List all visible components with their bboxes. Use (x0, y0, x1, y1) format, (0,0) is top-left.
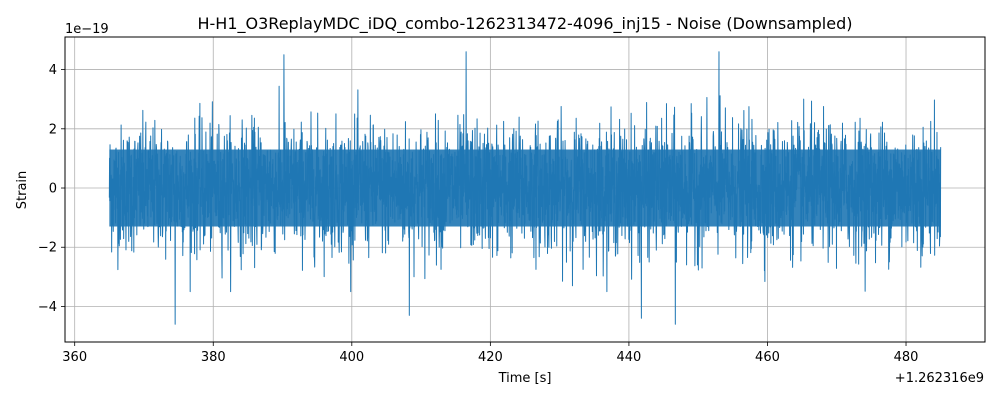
y-tick-label: −2 (38, 241, 57, 256)
x-tick-label: 480 (894, 350, 919, 365)
y-tick-label: 0 (49, 182, 57, 197)
x-tick-label: 400 (339, 350, 364, 365)
x-tick-label: 460 (755, 350, 780, 365)
x-tick-label: 420 (478, 350, 503, 365)
x-offset-label: +1.262316e9 (895, 371, 984, 386)
x-tick-label: 440 (617, 350, 642, 365)
x-axis-label: Time [s] (498, 371, 552, 386)
x-tick-label: 380 (201, 350, 226, 365)
y-tick-label: −4 (38, 300, 57, 315)
y-tick-label: 4 (49, 63, 57, 78)
noise-dense-band (109, 149, 941, 227)
signal-layer (108, 51, 942, 325)
y-scale-label: 1e−19 (65, 22, 109, 37)
plot-frame (64, 36, 986, 343)
y-axis-label: Strain (15, 171, 30, 210)
x-tick-label: 360 (62, 350, 87, 365)
chart-title: H-H1_O3ReplayMDC_iDQ_combo-1262313472-40… (198, 14, 853, 34)
axis-ticks: 360 380 400 420 440 460 480 −4 −2 0 2 4 (38, 63, 919, 365)
y-tick-label: 2 (49, 122, 57, 137)
